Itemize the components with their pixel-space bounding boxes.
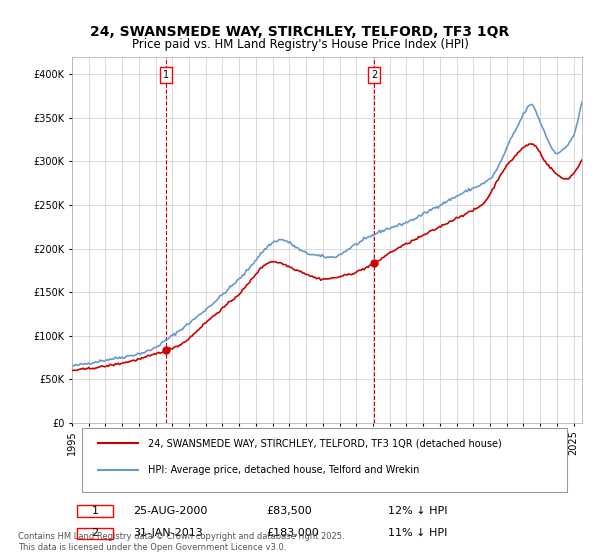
FancyBboxPatch shape: [77, 528, 113, 539]
Text: 1: 1: [91, 506, 98, 516]
Text: Price paid vs. HM Land Registry's House Price Index (HPI): Price paid vs. HM Land Registry's House …: [131, 38, 469, 51]
Text: 24, SWANSMEDE WAY, STIRCHLEY, TELFORD, TF3 1QR (detached house): 24, SWANSMEDE WAY, STIRCHLEY, TELFORD, T…: [149, 438, 502, 448]
Text: 2: 2: [91, 528, 98, 538]
Text: 2: 2: [371, 70, 377, 80]
FancyBboxPatch shape: [77, 506, 113, 517]
Text: £183,000: £183,000: [266, 528, 319, 538]
Text: 12% ↓ HPI: 12% ↓ HPI: [388, 506, 448, 516]
Text: 31-JAN-2013: 31-JAN-2013: [133, 528, 203, 538]
Text: 24, SWANSMEDE WAY, STIRCHLEY, TELFORD, TF3 1QR: 24, SWANSMEDE WAY, STIRCHLEY, TELFORD, T…: [91, 25, 509, 39]
Text: £83,500: £83,500: [266, 506, 311, 516]
Text: 11% ↓ HPI: 11% ↓ HPI: [388, 528, 448, 538]
FancyBboxPatch shape: [82, 428, 567, 492]
Text: 25-AUG-2000: 25-AUG-2000: [133, 506, 208, 516]
Text: Contains HM Land Registry data © Crown copyright and database right 2025.
This d: Contains HM Land Registry data © Crown c…: [18, 532, 344, 552]
Text: HPI: Average price, detached house, Telford and Wrekin: HPI: Average price, detached house, Telf…: [149, 465, 420, 475]
Text: 1: 1: [163, 70, 170, 80]
